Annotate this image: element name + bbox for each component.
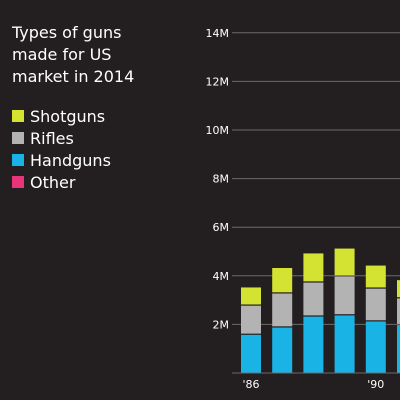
bar-handguns-1989 bbox=[334, 315, 355, 373]
y-tick-label: 4M bbox=[213, 270, 230, 283]
y-tick-label: 8M bbox=[213, 173, 230, 186]
bar-handguns-1988 bbox=[303, 316, 324, 373]
legend-swatch-shotguns bbox=[12, 110, 24, 122]
bar-rifles-1987 bbox=[272, 293, 293, 327]
bar-rifles-1991 bbox=[397, 298, 400, 324]
legend-item-rifles: Rifles bbox=[12, 127, 111, 149]
x-tick-label: '90 bbox=[367, 378, 384, 391]
y-tick-label: 10M bbox=[206, 124, 230, 137]
bar-shotguns-1987 bbox=[272, 268, 293, 293]
bar-rifles-1990 bbox=[365, 288, 386, 321]
bar-rifles-1989 bbox=[334, 276, 355, 315]
legend-swatch-rifles bbox=[12, 132, 24, 144]
legend-swatch-handguns bbox=[12, 154, 24, 166]
legend-label-handguns: Handguns bbox=[30, 150, 111, 170]
bar-rifles-1988 bbox=[303, 282, 324, 316]
bar-shotguns-1990 bbox=[365, 265, 386, 288]
y-tick-label: 14M bbox=[206, 27, 230, 40]
legend-label-rifles: Rifles bbox=[30, 128, 74, 148]
x-tick-label: '86 bbox=[242, 378, 259, 391]
bar-rifles-1986 bbox=[241, 305, 261, 334]
legend-label-other: Other bbox=[30, 172, 76, 192]
bar-shotguns-1988 bbox=[303, 253, 324, 282]
legend-item-shotguns: Shotguns bbox=[12, 105, 111, 127]
bar-handguns-1986 bbox=[241, 334, 261, 373]
bar-shotguns-1989 bbox=[334, 248, 355, 276]
y-tick-label: 2M bbox=[213, 318, 230, 331]
legend-item-handguns: Handguns bbox=[12, 149, 111, 171]
bar-handguns-1991 bbox=[397, 325, 400, 373]
bar-handguns-1987 bbox=[272, 327, 293, 373]
y-tick-label: 12M bbox=[206, 75, 230, 88]
bar-shotguns-1986 bbox=[241, 287, 261, 305]
chart-title: Types of guns made for US market in 2014 bbox=[12, 23, 135, 86]
legend-item-other: Other bbox=[12, 171, 111, 193]
legend-label-shotguns: Shotguns bbox=[30, 106, 106, 126]
legend: Shotguns Rifles Handguns Other bbox=[12, 105, 111, 193]
bar-handguns-1990 bbox=[365, 321, 386, 373]
legend-swatch-other bbox=[12, 176, 24, 188]
y-tick-label: 6M bbox=[213, 221, 230, 234]
bar-shotguns-1991 bbox=[397, 280, 400, 298]
